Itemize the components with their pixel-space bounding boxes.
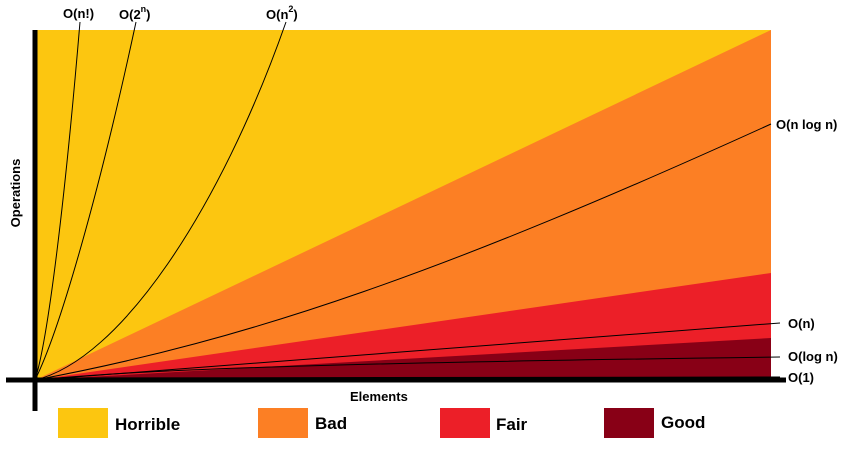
curve-log-n xyxy=(34,356,781,381)
legend-label-bad: Bad xyxy=(315,414,347,433)
curve-n-squared xyxy=(34,21,287,381)
curve-n-log-n xyxy=(34,123,772,381)
label-n-log-n: O(n log n) xyxy=(776,117,837,132)
region-bad xyxy=(35,30,771,380)
legend-swatch-bad xyxy=(258,408,308,438)
label-n-squared: O(n2) xyxy=(266,4,298,22)
legend-label-horrible: Horrible xyxy=(115,415,180,434)
legend-label-fair: Fair xyxy=(496,415,528,434)
label-n-factorial: O(n!) xyxy=(63,6,94,21)
y-axis-title: Operations xyxy=(8,159,23,228)
label-2-power-n: O(2n) xyxy=(119,4,151,22)
curve-2-power-n xyxy=(34,21,137,381)
x-axis-title: Elements xyxy=(350,389,408,404)
label-log-n: O(log n) xyxy=(788,349,838,364)
legend-swatch-good xyxy=(604,408,654,438)
legend-label-good: Good xyxy=(661,413,705,432)
label-n: O(n) xyxy=(788,316,815,331)
legend-swatch-fair xyxy=(440,408,490,438)
legend-swatch-horrible xyxy=(58,408,108,438)
curve-n xyxy=(34,322,781,381)
label-constant: O(1) xyxy=(788,370,814,385)
curve-n-factorial xyxy=(34,21,81,381)
region-good xyxy=(35,338,771,380)
